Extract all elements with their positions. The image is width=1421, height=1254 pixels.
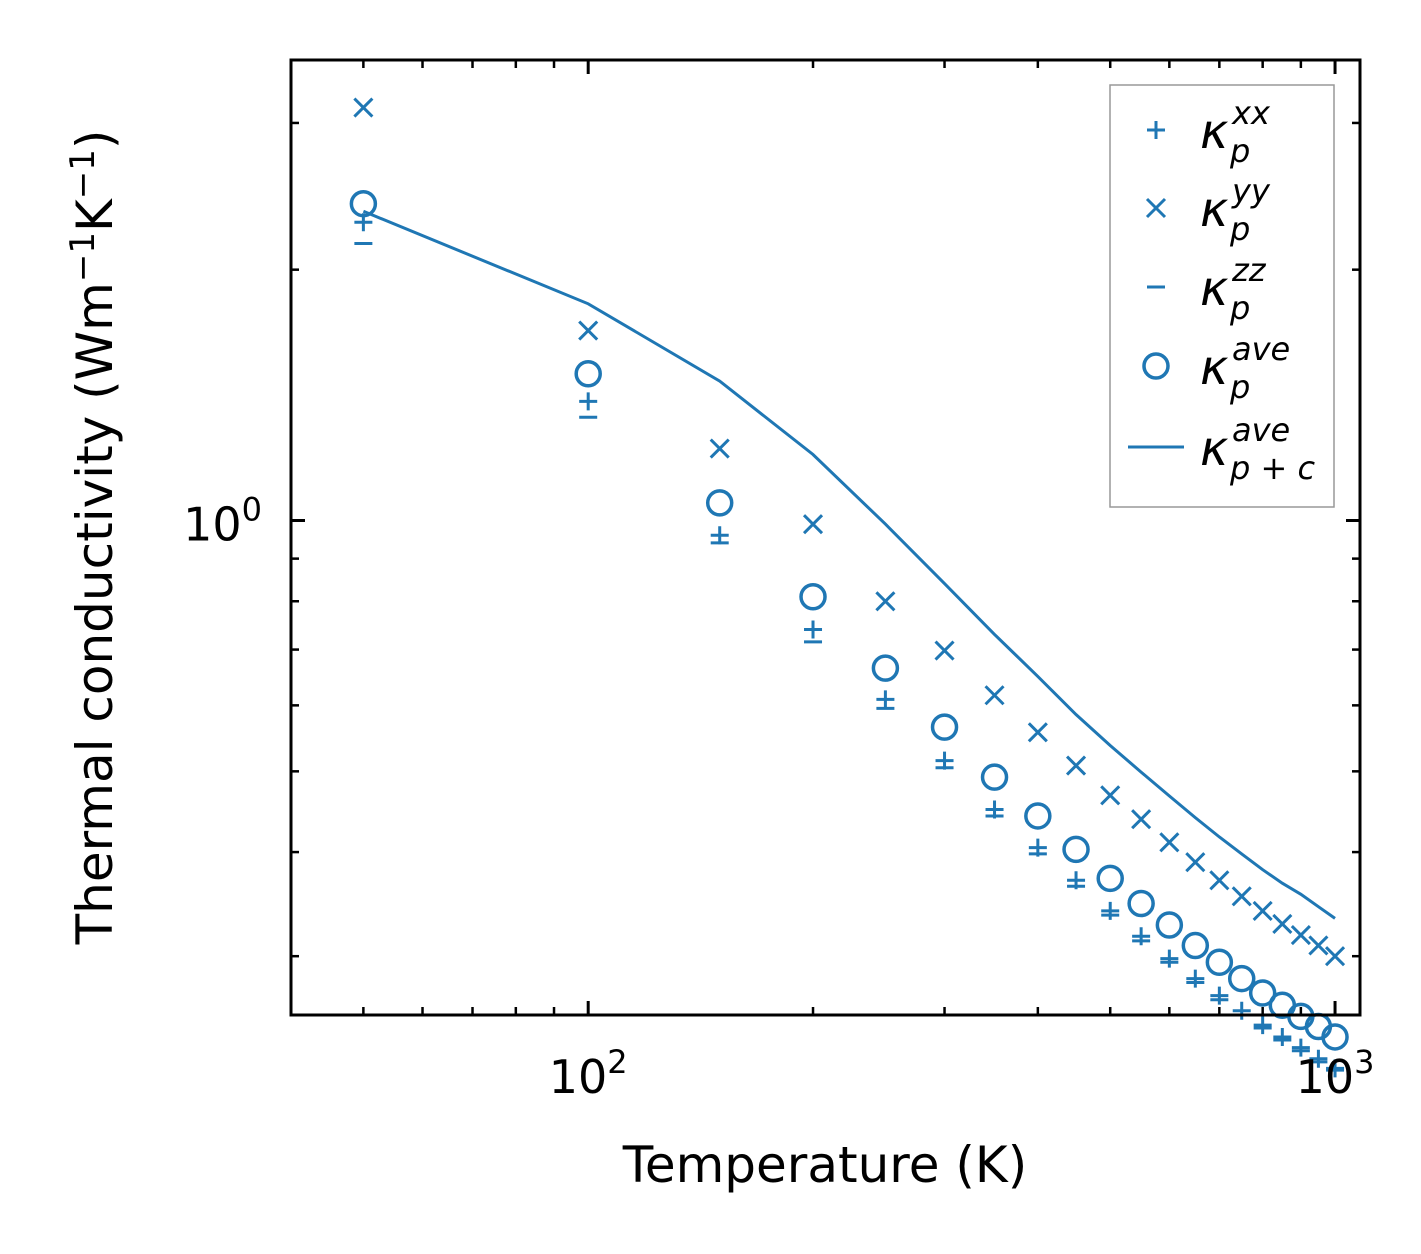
major-ticks	[291, 60, 1360, 1015]
data-point-kyy	[1272, 913, 1293, 934]
data-point-kave	[1321, 1023, 1349, 1051]
plot-frame	[289, 58, 1362, 1017]
legend-label-kave: κ ave p	[1200, 330, 1290, 406]
legend-label-kave_pc: κ ave p + c	[1200, 411, 1315, 487]
data-point-kave	[1127, 889, 1155, 918]
y-tick-label: 100	[183, 491, 262, 552]
data-point-kxx	[1326, 1059, 1345, 1078]
data-point-kave	[574, 360, 602, 388]
data-point-kyy	[1065, 755, 1087, 776]
legend-item-kave_pc: κ ave p + c	[1128, 411, 1315, 487]
legend-item-kave: κ ave p	[1142, 330, 1290, 406]
legend-marker-kave	[1142, 352, 1170, 380]
data-point-kxx	[1160, 949, 1179, 968]
data-point-kxx	[1291, 1038, 1310, 1057]
data-point-kxx	[710, 526, 729, 545]
legend-item-kyy: κ yy p	[1145, 172, 1271, 248]
x-axis-label: Temperature (K)	[622, 1136, 1027, 1194]
legend: κ xx pκ yy pκ zz pκ ave pκ ave p + c	[1109, 84, 1335, 508]
data-point-kyy	[1131, 809, 1152, 830]
data-point-kave	[1024, 802, 1052, 830]
series-kave_pc	[362, 209, 1336, 920]
data-point-kave	[1227, 964, 1256, 993]
data-point-kave	[1155, 911, 1184, 939]
legend-label-kzz: κ zz p	[1200, 251, 1267, 327]
legend-label-kxx: κ xx p	[1200, 94, 1271, 170]
series-kxx	[354, 213, 1345, 1078]
series-kyy	[353, 97, 1346, 967]
data-point-kxx	[1186, 969, 1205, 988]
data-point-kave	[1248, 979, 1277, 1007]
data-point-kxx	[579, 392, 598, 411]
data-point-kyy	[802, 514, 824, 535]
data-point-kyy	[578, 320, 599, 341]
data-point-kxx	[876, 690, 895, 709]
legend-item-kxx: κ xx p	[1147, 94, 1271, 170]
data-point-kave	[871, 654, 900, 682]
legend-marker-kxx	[1147, 121, 1165, 139]
data-point-kyy	[1290, 925, 1311, 946]
data-point-kxx	[804, 620, 823, 639]
legend-item-kzz: κ zz p	[1147, 251, 1267, 327]
y-axis-label: Thermal conductivity (Wm−1K−1)	[63, 130, 124, 946]
x-tick-label: 102	[549, 1043, 628, 1104]
data-point-kave	[930, 713, 959, 741]
data-point-kave	[1181, 931, 1210, 960]
data-point-kxx	[1309, 1049, 1328, 1068]
data-point-kyy	[709, 438, 730, 459]
data-point-kave	[799, 583, 827, 611]
legend-label-kyy: κ yy p	[1200, 172, 1271, 248]
data-point-kyy	[1231, 886, 1252, 907]
series-line-kave_pc	[362, 209, 1336, 920]
data-point-kyy	[934, 640, 955, 661]
data-point-kxx	[1101, 901, 1120, 920]
data-point-kave	[1062, 835, 1090, 864]
data-point-kave	[980, 763, 1009, 791]
data-point-kyy	[1185, 852, 1206, 873]
data-point-kyy	[984, 685, 1005, 706]
data-point-kave	[705, 489, 734, 517]
data-point-kyy	[1252, 900, 1273, 921]
data-point-kyy	[1324, 946, 1346, 967]
tick-labels: 102 103 100	[183, 491, 1374, 1104]
data-point-kxx	[1232, 1001, 1251, 1020]
data-point-kxx	[1273, 1027, 1292, 1046]
data-point-kxx	[1210, 986, 1229, 1005]
legend-box	[1109, 84, 1335, 508]
data-point-kyy	[353, 97, 374, 118]
data-point-kyy	[1100, 785, 1121, 806]
data-point-kyy	[1308, 935, 1329, 956]
data-point-kave	[1096, 864, 1124, 893]
data-point-kyy	[875, 591, 896, 612]
data-point-kyy	[1027, 722, 1048, 743]
data-point-kxx	[1253, 1016, 1272, 1035]
x-tick-label: 103	[1296, 1043, 1375, 1104]
data-point-kyy	[1159, 832, 1180, 853]
legend-marker-kyy	[1145, 197, 1167, 219]
data-point-kave	[349, 189, 378, 218]
data-point-kyy	[1209, 870, 1230, 891]
data-point-kave	[1205, 948, 1234, 977]
